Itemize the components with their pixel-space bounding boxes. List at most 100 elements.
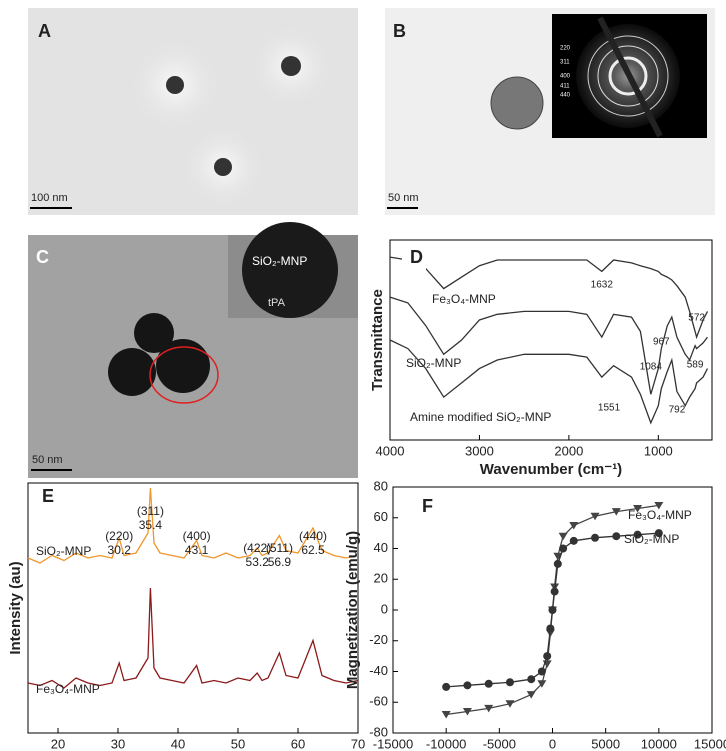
- series-line: [27, 487, 359, 564]
- x-tick-label: 50: [231, 736, 245, 751]
- panel-letter: F: [422, 496, 433, 516]
- y-tick-label: 60: [374, 509, 388, 524]
- panel-letter: E: [42, 486, 54, 506]
- y-axis-label: Transmittance: [369, 289, 386, 391]
- point: [484, 679, 493, 688]
- point: [505, 700, 515, 708]
- point: [591, 533, 600, 542]
- x-tick-label: 20: [51, 736, 65, 751]
- series-label: Fe₃O₄-MNP: [628, 508, 692, 522]
- scale-bar: 50 nm: [32, 454, 63, 466]
- point: [526, 691, 536, 699]
- point: [463, 681, 472, 690]
- point: [612, 532, 621, 541]
- series-label: Amine modified SiO₂-MNP: [410, 410, 551, 424]
- point: [537, 680, 547, 688]
- point: [537, 667, 546, 676]
- particle: [281, 56, 301, 76]
- peak-label: 967: [653, 337, 670, 348]
- x-tick-label: 10000: [641, 736, 677, 751]
- x-tick-label: 3000: [465, 443, 494, 458]
- x-tick-label: 60: [291, 736, 305, 751]
- point: [569, 536, 578, 545]
- series-label: SiO₂-MNP: [624, 532, 679, 546]
- x-tick-label: 15000: [694, 736, 726, 751]
- point: [484, 704, 494, 713]
- inset-label: SiO₂-MNP: [252, 254, 307, 268]
- letter-box: [34, 485, 58, 509]
- ring-label: 311: [560, 60, 570, 66]
- peak-label: 589: [687, 360, 704, 371]
- panel-c: C SiO₂-MNP tPA 50 nm: [28, 222, 358, 478]
- series-line: [27, 587, 359, 689]
- ring-label: 411: [560, 84, 570, 90]
- peak-label: 62.5: [301, 543, 325, 557]
- panel-a: A 100 nm: [28, 8, 358, 215]
- point: [590, 512, 600, 521]
- point: [546, 624, 555, 633]
- peak-label: 30.2: [108, 543, 132, 557]
- ring-label: 400: [560, 74, 571, 80]
- scale-bar: 100 nm: [31, 192, 68, 204]
- point: [559, 544, 568, 553]
- peak-hkl: (440): [299, 529, 327, 543]
- peak-label: 1551: [598, 403, 621, 414]
- x-tick-label: 1000: [644, 443, 673, 458]
- x-tick-label: 40: [171, 736, 185, 751]
- letter-box: [414, 495, 438, 519]
- x-tick-label: -15000: [373, 736, 413, 751]
- series-label: SiO₂-MNP: [36, 544, 91, 558]
- x-axis-label: Wavenumber (cm⁻¹): [480, 461, 622, 478]
- panel-letter: C: [36, 247, 49, 267]
- particle: [490, 76, 544, 130]
- peak-hkl: (311): [137, 504, 164, 518]
- series-label: Fe₃O₄-MNP: [432, 292, 496, 306]
- x-tick-label: -5000: [483, 736, 516, 751]
- point: [442, 682, 451, 691]
- point: [558, 532, 568, 541]
- y-tick-label: 0: [381, 601, 388, 616]
- point: [611, 508, 621, 516]
- scale-bar: 50 nm: [388, 192, 419, 204]
- ring-label: 220: [560, 46, 571, 52]
- x-tick-label: 30: [111, 736, 125, 751]
- point: [550, 587, 559, 596]
- plot-frame: [27, 482, 359, 734]
- particle: [214, 158, 232, 176]
- x-tick-label: 5000: [591, 736, 620, 751]
- peak-hkl: (220): [105, 529, 133, 543]
- point: [654, 501, 664, 510]
- series-label: Fe₃O₄-MNP: [36, 682, 100, 696]
- point: [527, 675, 536, 684]
- point: [548, 606, 557, 614]
- series-label: SiO₂-MNP: [406, 356, 461, 370]
- peak-label: 53.2: [246, 555, 270, 569]
- peak-label: 1632: [591, 280, 614, 291]
- letter-box: [402, 246, 426, 270]
- point: [654, 529, 663, 538]
- ring-label: 440: [560, 93, 571, 99]
- y-tick-label: 20: [374, 571, 388, 586]
- x-tick-label: 4000: [376, 443, 405, 458]
- y-tick-label: -60: [369, 694, 388, 709]
- series-line: [389, 296, 709, 395]
- panel-letter: A: [38, 21, 51, 41]
- y-tick-label: -80: [369, 724, 388, 739]
- point: [553, 552, 563, 561]
- panel-letter: D: [410, 247, 423, 267]
- peak-label: 572: [688, 313, 705, 324]
- peak-hkl: (400): [183, 529, 211, 543]
- peak-label: 56.9: [268, 555, 292, 569]
- y-axis-label: Intensity (au): [7, 561, 24, 654]
- point: [633, 505, 643, 513]
- peak-label: 1084: [640, 362, 663, 373]
- inset-label: tPA: [268, 297, 286, 309]
- x-tick-label: 0: [549, 736, 556, 751]
- series-line: [389, 339, 709, 425]
- y-tick-label: 40: [374, 540, 388, 555]
- point: [553, 559, 562, 568]
- point: [633, 530, 642, 539]
- panel-letter: B: [393, 21, 406, 41]
- point: [462, 707, 472, 716]
